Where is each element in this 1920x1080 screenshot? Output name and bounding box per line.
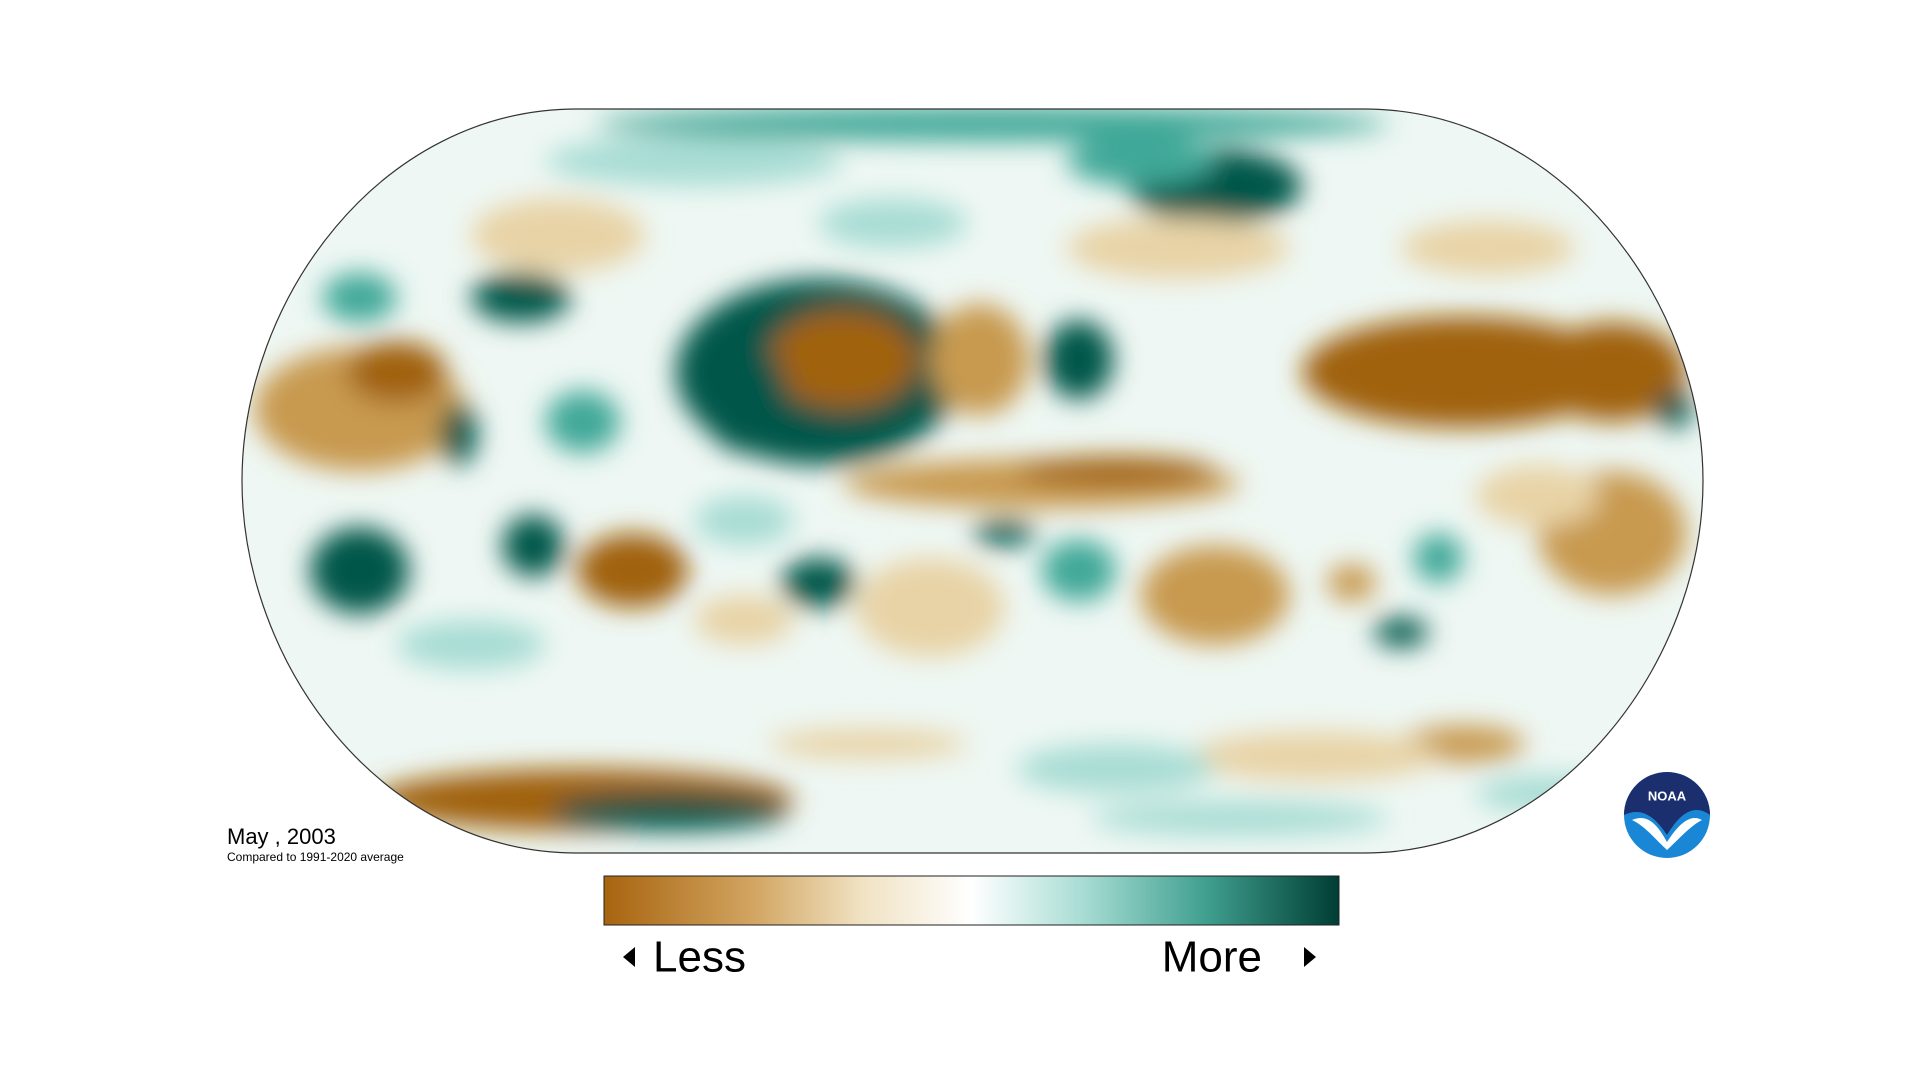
- more-arrow: [1304, 947, 1316, 967]
- map-area: [242, 109, 1703, 853]
- anomaly-patch: [694, 496, 794, 546]
- anomaly-patch: [440, 403, 478, 465]
- map-subtitle: Compared to 1991-2020 average: [227, 850, 404, 864]
- anomaly-patch: [1044, 319, 1114, 400]
- anomaly-field: [254, 109, 1693, 836]
- anomaly-patch: [595, 109, 1389, 142]
- anomaly-patch: [1401, 220, 1575, 276]
- anomaly-patch: [694, 595, 794, 645]
- anomaly-patch: [700, 341, 788, 453]
- anomaly-patch: [855, 558, 1005, 658]
- anomaly-patch: [781, 558, 856, 608]
- anomaly-patch: [818, 198, 968, 248]
- anomaly-patch: [768, 310, 918, 410]
- color-bar: [603, 875, 1340, 926]
- legend-low-label: Less: [653, 933, 746, 982]
- anomaly-patch: [471, 272, 571, 323]
- anomaly-patch: [502, 514, 565, 577]
- anomaly-patch: [1140, 545, 1290, 645]
- anomaly-patch: [930, 303, 1030, 416]
- anomaly-patch: [1016, 744, 1216, 794]
- map-outline: [241, 108, 1704, 854]
- anomaly-patch: [1016, 456, 1216, 487]
- logo-text: NOAA: [1648, 788, 1687, 803]
- anomaly-patch: [545, 136, 844, 186]
- logo-gull: [1632, 818, 1702, 850]
- anomaly-patch: [1066, 217, 1290, 279]
- anomaly-patch: [1041, 539, 1117, 602]
- logo-top: [1624, 772, 1710, 835]
- anomaly-patch: [768, 729, 968, 759]
- anomaly-patch: [1537, 322, 1687, 422]
- anomaly-patch: [1373, 617, 1429, 648]
- anomaly-patch: [1190, 731, 1439, 782]
- anomaly-patch: [471, 198, 645, 273]
- anomaly-patch: [1066, 136, 1216, 186]
- anomaly-patch: [545, 390, 620, 453]
- anomaly-patch: [396, 620, 546, 670]
- anomaly-patch: [1413, 533, 1464, 583]
- map-title: May , 2003: [227, 824, 336, 849]
- anomaly-patch: [1475, 465, 1600, 527]
- anomaly-patch: [1326, 564, 1377, 602]
- anomaly-patch: [1302, 316, 1625, 428]
- anomaly-patch: [551, 793, 788, 831]
- anomaly-patch: [310, 527, 410, 614]
- anomaly-patch: [322, 272, 397, 323]
- noaa-logo: NOAA: [1624, 772, 1710, 858]
- anomaly-patch: [347, 341, 447, 403]
- anomaly-patch: [1091, 801, 1389, 836]
- anomaly-patch: [973, 520, 1036, 546]
- anomaly-patch: [1475, 775, 1625, 813]
- anomaly-patch: [1655, 390, 1693, 428]
- anomaly-patch: [576, 533, 689, 608]
- legend-high-label: More: [1162, 933, 1262, 982]
- less-arrow: [623, 947, 635, 967]
